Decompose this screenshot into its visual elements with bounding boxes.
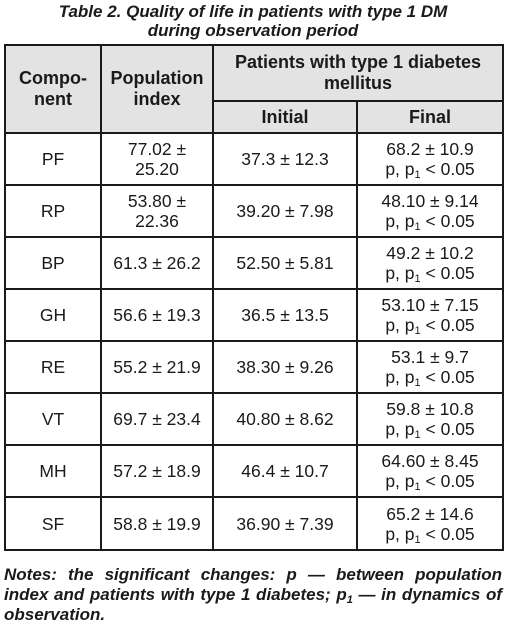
cell-population-index: 57.2 ± 18.9 bbox=[100, 444, 214, 498]
cell-population-index: 53.80 ±22.36 bbox=[100, 184, 214, 238]
table-caption: Table 2. Quality of life in patients wit… bbox=[0, 0, 506, 42]
cell-final: 49.2 ± 10.2 p, p1 < 0.05 bbox=[355, 236, 505, 290]
final-value: 64.60 ± 8.45 bbox=[381, 451, 479, 471]
cell-component: SF bbox=[4, 496, 102, 551]
final-value: 53.10 ± 7.15 bbox=[381, 295, 479, 315]
cell-population-index: 58.8 ± 19.9 bbox=[100, 496, 214, 551]
cell-initial: 40.80 ± 8.62 bbox=[212, 392, 358, 446]
caption-line-2: during observation period bbox=[147, 21, 359, 40]
cell-component: MH bbox=[4, 444, 102, 498]
table-row: RP 53.80 ±22.36 39.20 ± 7.98 48.10 ± 9.14 p,… bbox=[4, 184, 505, 238]
cell-component: BP bbox=[4, 236, 102, 290]
cell-component: VT bbox=[4, 392, 102, 446]
cell-component: GH bbox=[4, 288, 102, 342]
table-notes: Notes: the significant changes: p — betw… bbox=[4, 565, 502, 624]
population-line-1: 77.02 ± bbox=[127, 139, 187, 159]
header-patients-group: Patients with type 1 diabetes mellitus bbox=[211, 44, 505, 102]
cell-initial: 37.3 ± 12.3 bbox=[212, 132, 358, 186]
final-value: 59.8 ± 10.8 bbox=[386, 399, 474, 419]
final-value: 53.1 ± 9.7 bbox=[391, 347, 469, 367]
cell-population-index: 55.2 ± 21.9 bbox=[100, 340, 214, 394]
population-line-2: 25.20 bbox=[135, 159, 179, 179]
header-component: Compo- nent bbox=[4, 44, 102, 134]
quality-of-life-table: Compo- nent Population index Patients wi… bbox=[4, 44, 505, 551]
cell-component: RE bbox=[4, 340, 102, 394]
table-row: MH 57.2 ± 18.9 46.4 ± 10.7 64.60 ± 8.45 p, p… bbox=[4, 444, 505, 498]
final-value: 48.10 ± 9.14 bbox=[381, 191, 479, 211]
final-value: 65.2 ± 14.6 bbox=[386, 503, 474, 524]
table-row: GH 56.6 ± 19.3 36.5 ± 13.5 53.10 ± 7.15 p, p… bbox=[4, 288, 505, 342]
final-significance: p, p1 < 0.05 bbox=[385, 523, 475, 546]
cell-initial: 36.90 ± 7.39 bbox=[212, 496, 358, 551]
table-row: SF 58.8 ± 19.9 36.90 ± 7.39 65.2 ± 14.6 p, p… bbox=[4, 496, 505, 551]
cell-initial: 36.5 ± 13.5 bbox=[212, 288, 358, 342]
cell-initial: 39.20 ± 7.98 bbox=[212, 184, 358, 238]
final-value: 68.2 ± 10.9 bbox=[386, 139, 474, 159]
cell-final: 65.2 ± 14.6 p, p1 < 0.05 bbox=[355, 496, 505, 551]
table-row: PF 77.02 ±25.20 37.3 ± 12.3 68.2 ± 10.9 p, p… bbox=[4, 132, 505, 186]
header-population-index: Population index bbox=[100, 44, 214, 134]
population-line-2: 22.36 bbox=[135, 211, 179, 231]
final-value: 49.2 ± 10.2 bbox=[386, 243, 474, 263]
header-final: Final bbox=[355, 100, 505, 134]
final-significance: p, p1 < 0.05 bbox=[385, 471, 475, 493]
cell-initial: 46.4 ± 10.7 bbox=[212, 444, 358, 498]
final-significance: p, p1 < 0.05 bbox=[385, 419, 475, 441]
table-row: VT 69.7 ± 23.4 40.80 ± 8.62 59.8 ± 10.8 p, p… bbox=[4, 392, 505, 446]
final-significance: p, p1 < 0.05 bbox=[385, 367, 475, 389]
cell-population-index: 77.02 ±25.20 bbox=[100, 132, 214, 186]
caption-line-1: Table 2. Quality of life in patients wit… bbox=[58, 2, 448, 21]
cell-component: RP bbox=[4, 184, 102, 238]
table-row: BP 61.3 ± 26.2 52.50 ± 5.81 49.2 ± 10.2 p, p… bbox=[4, 236, 505, 290]
cell-initial: 52.50 ± 5.81 bbox=[212, 236, 358, 290]
table-row: RE 55.2 ± 21.9 38.30 ± 9.26 53.1 ± 9.7 p, p1… bbox=[4, 340, 505, 394]
cell-final: 68.2 ± 10.9 p, p1 < 0.05 bbox=[355, 132, 505, 186]
cell-population-index: 56.6 ± 19.3 bbox=[100, 288, 214, 342]
cell-final: 48.10 ± 9.14 p, p1 < 0.05 bbox=[355, 184, 505, 238]
cell-final: 53.10 ± 7.15 p, p1 < 0.05 bbox=[355, 288, 505, 342]
header-initial: Initial bbox=[212, 100, 358, 134]
cell-final: 64.60 ± 8.45 p, p1 < 0.05 bbox=[355, 444, 505, 498]
cell-population-index: 61.3 ± 26.2 bbox=[100, 236, 214, 290]
cell-initial: 38.30 ± 9.26 bbox=[212, 340, 358, 394]
final-significance: p, p1 < 0.05 bbox=[385, 315, 475, 337]
final-significance: p, p1 < 0.05 bbox=[385, 211, 475, 233]
cell-final: 53.1 ± 9.7 p, p1 < 0.05 bbox=[355, 340, 505, 394]
cell-final: 59.8 ± 10.8 p, p1 < 0.05 bbox=[355, 392, 505, 446]
cell-population-index: 69.7 ± 23.4 bbox=[100, 392, 214, 446]
cell-component: PF bbox=[4, 132, 102, 186]
population-line-1: 53.80 ± bbox=[127, 191, 187, 211]
final-significance: p, p1 < 0.05 bbox=[385, 263, 475, 285]
final-significance: p, p1 < 0.05 bbox=[385, 159, 475, 181]
